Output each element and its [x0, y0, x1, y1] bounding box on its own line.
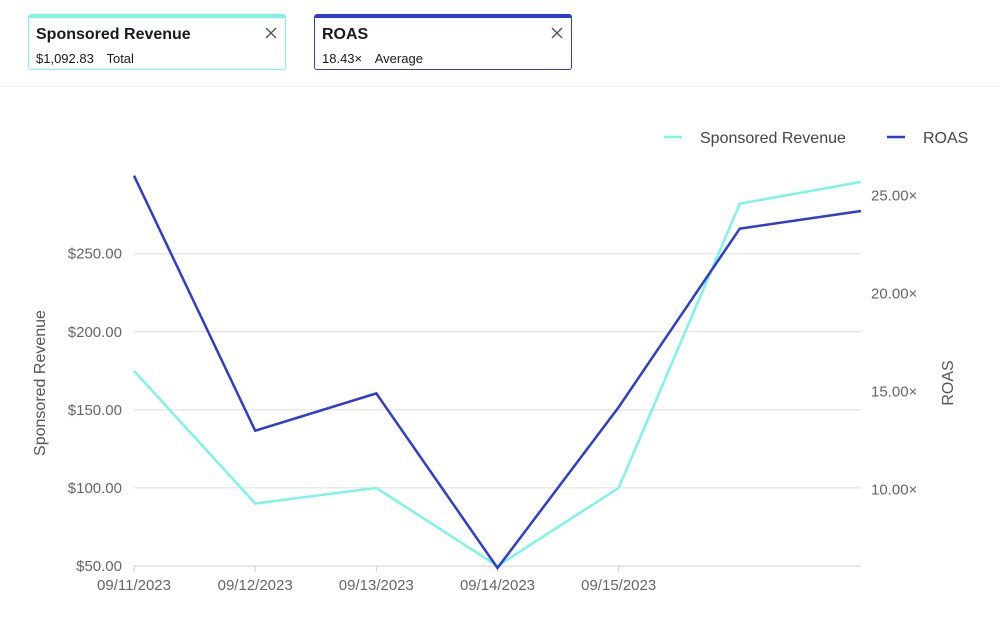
y-right-tick-label: 25.00× [871, 187, 917, 204]
metric-card-value: 18.43× [322, 51, 363, 66]
x-tick-label: 09/12/2023 [218, 577, 293, 594]
legend-item-roas[interactable]: ROAS [887, 130, 968, 147]
x-tick-label: 09/11/2023 [97, 577, 171, 594]
y-left-tick-label: $150.00 [68, 402, 122, 419]
metric-card-sponsored-revenue[interactable]: Sponsored Revenue $1,092.83 Total [28, 14, 286, 70]
x-tick-label: 09/13/2023 [339, 577, 414, 594]
close-icon[interactable] [550, 26, 564, 40]
x-tick-label: 09/14/2023 [460, 577, 535, 594]
metric-card-title: ROAS [322, 26, 369, 43]
metric-card-caption: Total [106, 51, 134, 66]
legend-item-sponsored-revenue[interactable]: Sponsored Revenue [664, 130, 846, 147]
y-left-tick-label: $50.00 [76, 558, 122, 575]
metric-card-caption: Average [374, 51, 423, 66]
y-right-tick-label: 10.00× [871, 482, 917, 499]
metric-card-value-line: 18.43× Average [322, 51, 423, 66]
series-line-roas [132, 175, 862, 571]
y-right-axis-label: ROAS [940, 360, 957, 405]
y-left-axis-label: Sponsored Revenue [32, 310, 49, 456]
y-right-tick-label: 15.00× [871, 383, 917, 400]
y-left-tick-label: $250.00 [68, 246, 122, 263]
metric-card-title: Sponsored Revenue [36, 26, 191, 43]
legend-label: Sponsored Revenue [700, 130, 846, 147]
y-left-tick-label: $100.00 [68, 480, 122, 497]
metric-card-value-line: $1,092.83 Total [36, 51, 134, 66]
y-left-tick-label: $200.00 [68, 324, 122, 341]
header-divider [0, 86, 1000, 87]
legend-label: ROAS [923, 130, 968, 147]
x-tick-label: 09/15/2023 [581, 577, 656, 594]
close-icon[interactable] [264, 26, 278, 40]
series-line-sponsored-revenue [133, 180, 862, 568]
y-right-tick-label: 20.00× [871, 285, 917, 302]
metric-card-value: $1,092.83 [36, 51, 94, 66]
metric-card-roas[interactable]: ROAS 18.43× Average [314, 14, 572, 70]
